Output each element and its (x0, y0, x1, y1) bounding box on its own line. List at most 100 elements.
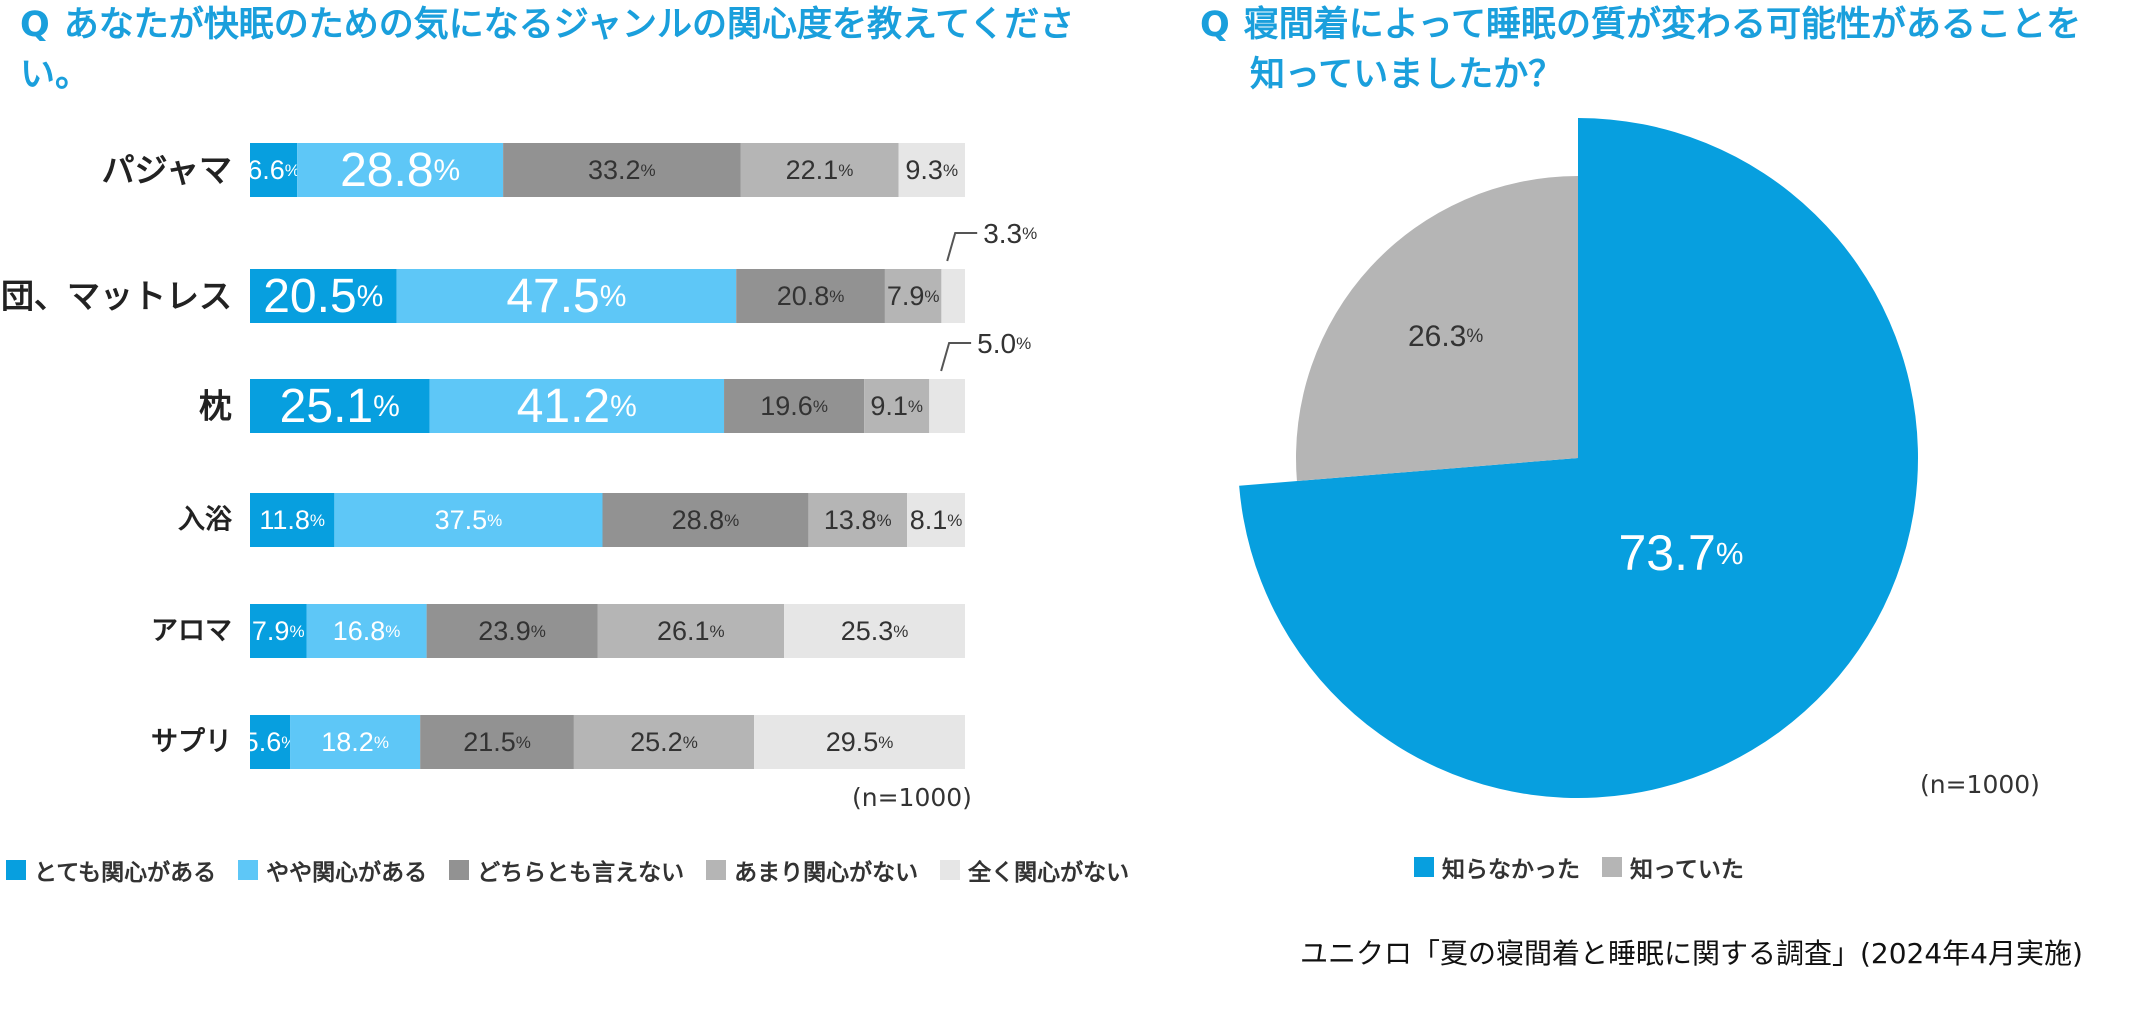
bar-segment (907, 493, 965, 547)
bar-segment (503, 143, 741, 197)
data-label: 20.8% (777, 281, 845, 311)
bar-segment (740, 143, 899, 197)
category-label: 入浴 (178, 505, 233, 536)
data-label: 28.8% (340, 144, 460, 197)
bar-segment (929, 379, 965, 433)
pie-slice (1296, 175, 1578, 482)
data-label: 18.2% (321, 727, 389, 757)
bar-segment (429, 379, 725, 433)
legend-label: やや関心がある (266, 860, 428, 886)
data-label: 25.1% (280, 380, 400, 433)
bar-segment (898, 143, 965, 197)
data-label: 22.1% (786, 155, 854, 185)
data-label: 6.6% (247, 155, 300, 185)
data-label: 19.6% (760, 391, 828, 421)
legend-label: 知っていた (1630, 857, 1744, 883)
bar-segment (724, 379, 865, 433)
pie-slice (1239, 118, 1919, 798)
bar-chart-note: (n=1000) (852, 783, 972, 812)
bar-segment (250, 269, 397, 323)
callout-line (946, 232, 978, 262)
legend-label: どちらとも言えない (477, 860, 685, 886)
bar-segment (754, 715, 965, 769)
data-label: 28.8% (672, 505, 740, 535)
legend-swatch (6, 860, 26, 880)
legend-item: やや関心がある (238, 853, 427, 887)
data-label: 9.3% (905, 155, 958, 185)
legend-label: 知らなかった (1442, 857, 1580, 883)
pie-chart: 73.7% 26.3% (1239, 118, 1919, 798)
category-label: 布団、マットレス (0, 277, 232, 316)
data-label: 8.1% (910, 505, 963, 535)
bar-segment (808, 493, 908, 547)
legend-swatch (706, 860, 727, 880)
pie-chart-title: Q 寝間着によって睡眠の質が変わる可能性があることを知っていましたか？ (1200, 0, 2100, 100)
data-label: 7.9% (887, 281, 940, 311)
bar-segment (306, 604, 427, 658)
legend-swatch (238, 860, 259, 880)
bar-chart-title: Q あなたが快眠のための気になるジャンルの関心度を教えてください。 (20, 0, 1120, 100)
data-label: 23.9% (478, 616, 546, 646)
data-label: 21.5% (463, 727, 531, 757)
legend-swatch (940, 860, 961, 880)
callout-line (940, 342, 972, 372)
legend-swatch (449, 860, 470, 880)
bar-segment (784, 604, 965, 658)
pie-chart-title-line1: 寝間着によって睡眠の質が変わる可能性があることを (1243, 5, 2081, 45)
legend-label: とても関心がある (34, 860, 217, 886)
legend-item: あまり関心がない (706, 853, 918, 887)
pie-chart-title-line2: 知っていましたか？ (1250, 55, 1564, 95)
data-label: 25.3% (841, 616, 909, 646)
bar-segment (941, 269, 965, 323)
bar-segment (420, 715, 574, 769)
data-label: 41.2% (517, 380, 637, 433)
data-label: 29.5% (826, 727, 894, 757)
legend-label: 全く関心がない (968, 860, 1130, 886)
category-label: アロマ (151, 616, 232, 647)
data-label: 13.8% (824, 505, 892, 535)
bar-segment (602, 493, 809, 547)
legend-swatch (1414, 857, 1434, 877)
bar-segment (396, 269, 737, 323)
bar-segment (334, 493, 603, 547)
data-label: 20.5% (263, 270, 383, 323)
bar-segment (426, 604, 598, 658)
data-label: 25.2% (630, 727, 698, 757)
bar-segment (250, 604, 307, 658)
q-mark: Q (1200, 5, 1230, 45)
category-label: サプリ (151, 727, 232, 758)
legend-item: 全く関心がない (940, 853, 1129, 887)
bar-segment (884, 269, 942, 323)
bar-chart-title-text: あなたが快眠のための気になるジャンルの関心度を教えてください。 (20, 5, 1075, 95)
bar-segment (573, 715, 755, 769)
q-mark: Q (20, 5, 50, 45)
legend-item: どちらとも言えない (449, 853, 684, 887)
data-label: 47.5% (506, 270, 626, 323)
data-label: 9.1% (870, 391, 923, 421)
bar-segment (250, 715, 291, 769)
category-label: パジャマ (102, 151, 232, 190)
data-label: 26.1% (657, 616, 725, 646)
legend-item: とても関心がある (6, 853, 216, 887)
bar-segment (597, 604, 785, 658)
legend-label: あまり関心がない (734, 860, 919, 886)
legend-item: 知らなかった (1414, 850, 1580, 884)
data-label: 5.0% (977, 328, 1031, 359)
category-label: 枕 (199, 387, 232, 426)
bar-segment (250, 493, 335, 547)
bar-segment (290, 715, 421, 769)
bar-segment (250, 143, 298, 197)
legend-item: 知っていた (1602, 850, 1744, 884)
stacked-bar-chart: パジャマ 6.6% 28.8% 33.2% 22.1% 9.3% 布団、マットレス 20.5%… (0, 143, 1037, 769)
data-label: 11.8% (259, 505, 325, 535)
data-label: 3.3% (983, 218, 1037, 249)
bar-segment (250, 379, 430, 433)
data-label: 33.2% (588, 155, 656, 185)
data-label: 7.9% (252, 616, 305, 646)
source-caption: ユニクロ「夏の寝間着と睡眠に関する調査」(2024年4月実施) (1300, 937, 2083, 970)
bar-segment (864, 379, 930, 433)
data-label: 37.5% (435, 505, 503, 535)
pie-label: 26.3% (1408, 320, 1483, 353)
data-label: 16.8% (333, 616, 401, 646)
pie-label: 73.7% (1619, 525, 1744, 581)
